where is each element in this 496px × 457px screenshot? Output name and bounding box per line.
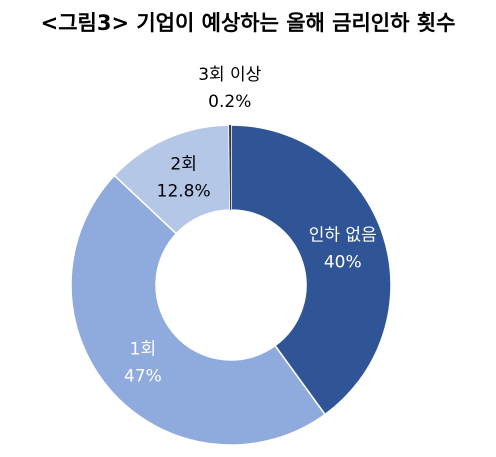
value-label: 47%: [124, 367, 162, 387]
value-label: 40%: [324, 253, 362, 273]
category-label: 2회: [170, 154, 196, 174]
category-label: 1회: [130, 340, 156, 360]
value-label: 0.2%: [208, 92, 251, 112]
slice: [70, 174, 327, 446]
slice: [230, 124, 392, 416]
category-label: 3회 이상: [198, 65, 261, 85]
value-label: 12.8%: [157, 181, 211, 201]
category-label: 인하 없음: [309, 226, 377, 246]
chart-title: <그림3> 기업이 예상하는 올해 금리인하 횟수: [41, 11, 456, 35]
slice: [228, 125, 231, 211]
slice: [113, 124, 231, 235]
